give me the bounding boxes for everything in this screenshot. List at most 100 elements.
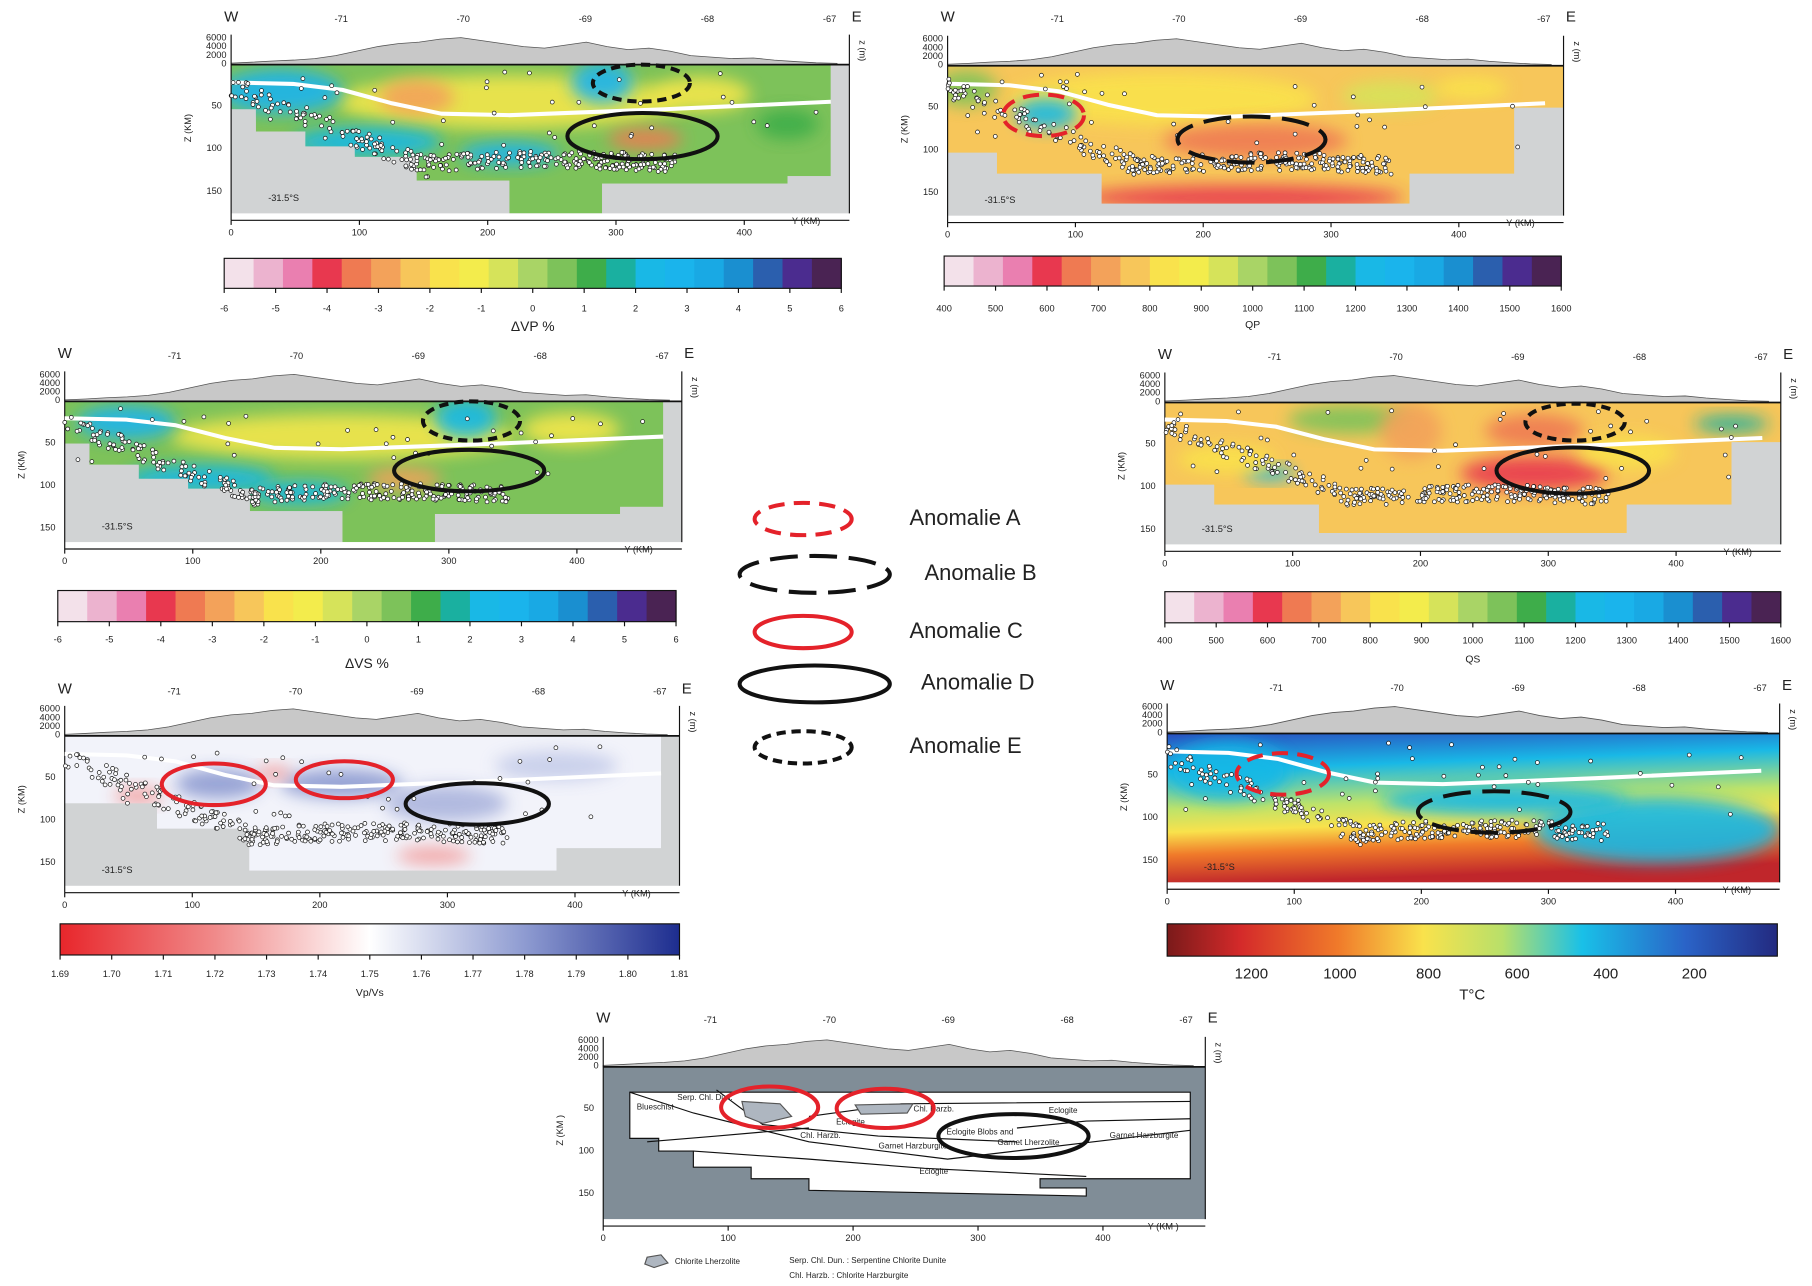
earthquake <box>1245 445 1250 451</box>
colorbar-cell <box>723 258 754 289</box>
earthquake <box>1573 836 1578 842</box>
depth-tick: 100 <box>923 144 938 154</box>
earthquake <box>1454 496 1460 501</box>
anomaly-outline <box>1234 751 1331 797</box>
earthquake <box>364 139 369 144</box>
earthquake <box>1190 765 1196 771</box>
longitude-tick: -71 <box>168 351 181 361</box>
earthquake <box>1509 817 1515 823</box>
earthquake <box>183 464 188 469</box>
earthquake <box>218 820 223 826</box>
earthquake <box>304 834 310 840</box>
earthquake <box>578 151 583 157</box>
earthquake <box>1204 772 1209 778</box>
earthquake <box>403 485 409 490</box>
colorbar-cell <box>469 590 500 622</box>
colorbar-tick-label: 1200 <box>1235 966 1268 983</box>
earthquake <box>1220 446 1225 451</box>
earthquake <box>1053 138 1058 143</box>
earthquake <box>402 827 408 832</box>
earthquake <box>468 834 474 840</box>
earthquake <box>1289 160 1295 166</box>
earthquake <box>299 759 304 765</box>
colorbar-cell <box>1355 256 1386 287</box>
west-label: W <box>1160 677 1175 694</box>
elevation-tick: 6000 <box>578 1035 599 1045</box>
earthquake <box>154 784 160 790</box>
colorbar-label: QS <box>1465 654 1480 665</box>
earthquake <box>1265 437 1270 443</box>
earthquake <box>250 102 256 107</box>
depth-label: Z (KM ) <box>555 1115 565 1146</box>
depth-label: Z (KM) <box>899 115 909 143</box>
colorbar-cell <box>528 590 559 622</box>
earthquake <box>201 414 207 420</box>
longitude-tick: -67 <box>823 14 836 24</box>
earthquake <box>1516 833 1521 838</box>
earthquake <box>416 822 422 828</box>
earthquake <box>182 473 188 479</box>
depth-tick: 150 <box>1140 524 1155 534</box>
earthquake <box>1389 408 1394 414</box>
earthquake <box>244 88 249 94</box>
earthquake <box>97 430 103 435</box>
earthquake <box>1002 113 1008 118</box>
earthquake <box>165 460 171 466</box>
earthquake <box>1197 167 1202 173</box>
colorbar-tick-label: 0 <box>530 304 535 314</box>
earthquake <box>1509 826 1515 831</box>
earthquake <box>1297 471 1302 477</box>
east-label: E <box>852 8 862 25</box>
earthquake <box>1383 829 1388 835</box>
earthquake <box>1400 819 1406 825</box>
earthquake <box>1505 833 1511 838</box>
earthquake <box>324 824 330 829</box>
earthquake <box>961 93 966 99</box>
earthquake <box>1510 103 1515 109</box>
earthquake <box>1276 150 1281 156</box>
earthquake <box>279 834 284 839</box>
colorbar-tick-label: 4 <box>736 304 741 314</box>
earthquake <box>377 135 382 141</box>
colorbar-label: Vp/Vs <box>356 988 384 999</box>
earthquake <box>570 416 576 421</box>
unit-boundary <box>716 1089 1017 1143</box>
earthquake <box>1327 158 1332 164</box>
colorbar-cell <box>234 590 265 622</box>
earthquake <box>300 823 306 829</box>
distance-tick: 100 <box>1068 230 1083 240</box>
earthquake <box>1122 91 1127 97</box>
earthquake <box>272 826 277 831</box>
earthquake <box>1517 493 1523 499</box>
earthquake <box>346 490 352 496</box>
earthquake <box>1335 164 1341 170</box>
earthquake <box>381 156 387 161</box>
distance-tick: 100 <box>185 900 200 910</box>
earthquake <box>403 153 408 159</box>
slab-top <box>231 80 831 118</box>
earthquake <box>214 750 220 756</box>
earthquake <box>975 98 981 104</box>
anomaly-blob <box>1341 80 1441 111</box>
earthquake <box>374 833 380 839</box>
earthquake <box>446 168 452 174</box>
earthquake <box>1455 499 1460 505</box>
earthquake <box>1172 427 1178 432</box>
distance-tick: 300 <box>440 900 455 910</box>
earthquake <box>1455 823 1460 828</box>
earthquake <box>232 494 237 499</box>
earthquake <box>1286 461 1292 467</box>
colorbar-cell <box>1458 591 1489 623</box>
colorbar-tick-label: -2 <box>426 304 434 314</box>
colorbar-cell <box>116 590 147 622</box>
earthquake <box>625 162 630 167</box>
colorbar-cell <box>973 256 1004 287</box>
earthquake <box>74 752 79 757</box>
earthquake <box>1230 441 1236 447</box>
earthquake <box>102 782 108 788</box>
colorbar-cell <box>1531 256 1562 287</box>
earthquake <box>1294 161 1299 167</box>
earthquake <box>1590 831 1596 836</box>
anomaly-outline <box>719 1084 821 1131</box>
earthquake <box>1559 834 1565 839</box>
